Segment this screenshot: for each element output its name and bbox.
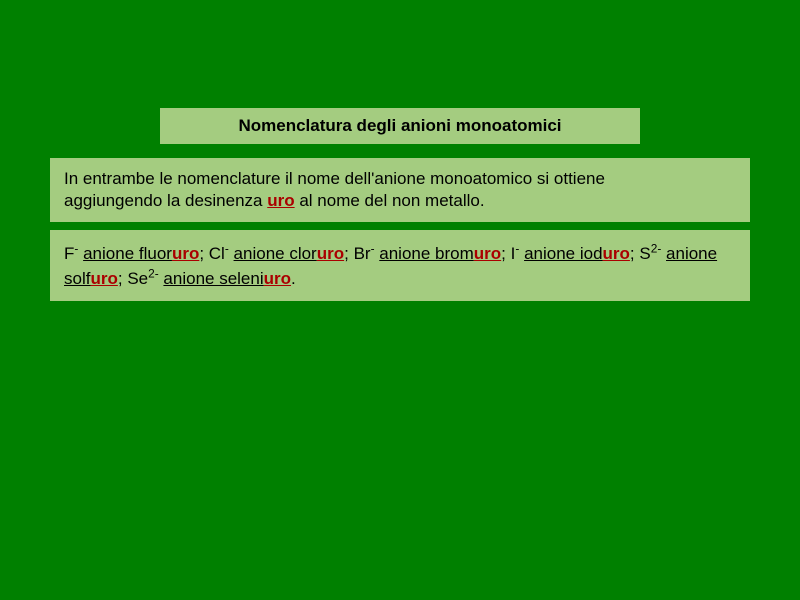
anion-symbol: Cl	[209, 244, 225, 263]
desc-line2-pre: aggiungendo la desinenza	[64, 191, 267, 210]
anion-name-prefix: anione brom	[379, 244, 474, 263]
anion-name-suffix: uro	[603, 244, 630, 263]
anion-name-prefix: anione iod	[524, 244, 602, 263]
anion-symbol: Se	[127, 269, 148, 288]
desc-line1: In entrambe le nomenclature il nome dell…	[64, 169, 605, 188]
anion-name-prefix: anione fluor	[83, 244, 172, 263]
anion-charge: 2-	[651, 241, 662, 255]
examples-box: F- anione fluoruro; Cl- anione cloruro; …	[50, 230, 750, 301]
anion-symbol: Br	[354, 244, 371, 263]
examples-content: F- anione fluoruro; Cl- anione cloruro; …	[64, 244, 717, 288]
anion-name-suffix: uro	[317, 244, 344, 263]
anion-name-suffix: uro	[264, 269, 291, 288]
anion-charge: -	[371, 241, 375, 255]
title-box: Nomenclatura degli anioni monoatomici	[160, 108, 640, 144]
anion-name-prefix: anione seleni	[163, 269, 263, 288]
anion-name-suffix: uro	[172, 244, 199, 263]
anion-charge: -	[515, 241, 519, 255]
anion-charge: 2-	[148, 266, 159, 280]
anion-symbol: F	[64, 244, 74, 263]
title-text: Nomenclatura degli anioni monoatomici	[238, 116, 561, 135]
anion-name-suffix: uro	[474, 244, 501, 263]
desc-suffix: uro	[267, 191, 294, 210]
anion-charge: -	[225, 241, 229, 255]
description-box: In entrambe le nomenclature il nome dell…	[50, 158, 750, 222]
anion-name-prefix: anione clor	[234, 244, 317, 263]
anion-name-suffix: uro	[90, 269, 117, 288]
anion-charge: -	[74, 241, 78, 255]
anion-symbol: S	[639, 244, 650, 263]
desc-line2-post: al nome del non metallo.	[295, 191, 485, 210]
